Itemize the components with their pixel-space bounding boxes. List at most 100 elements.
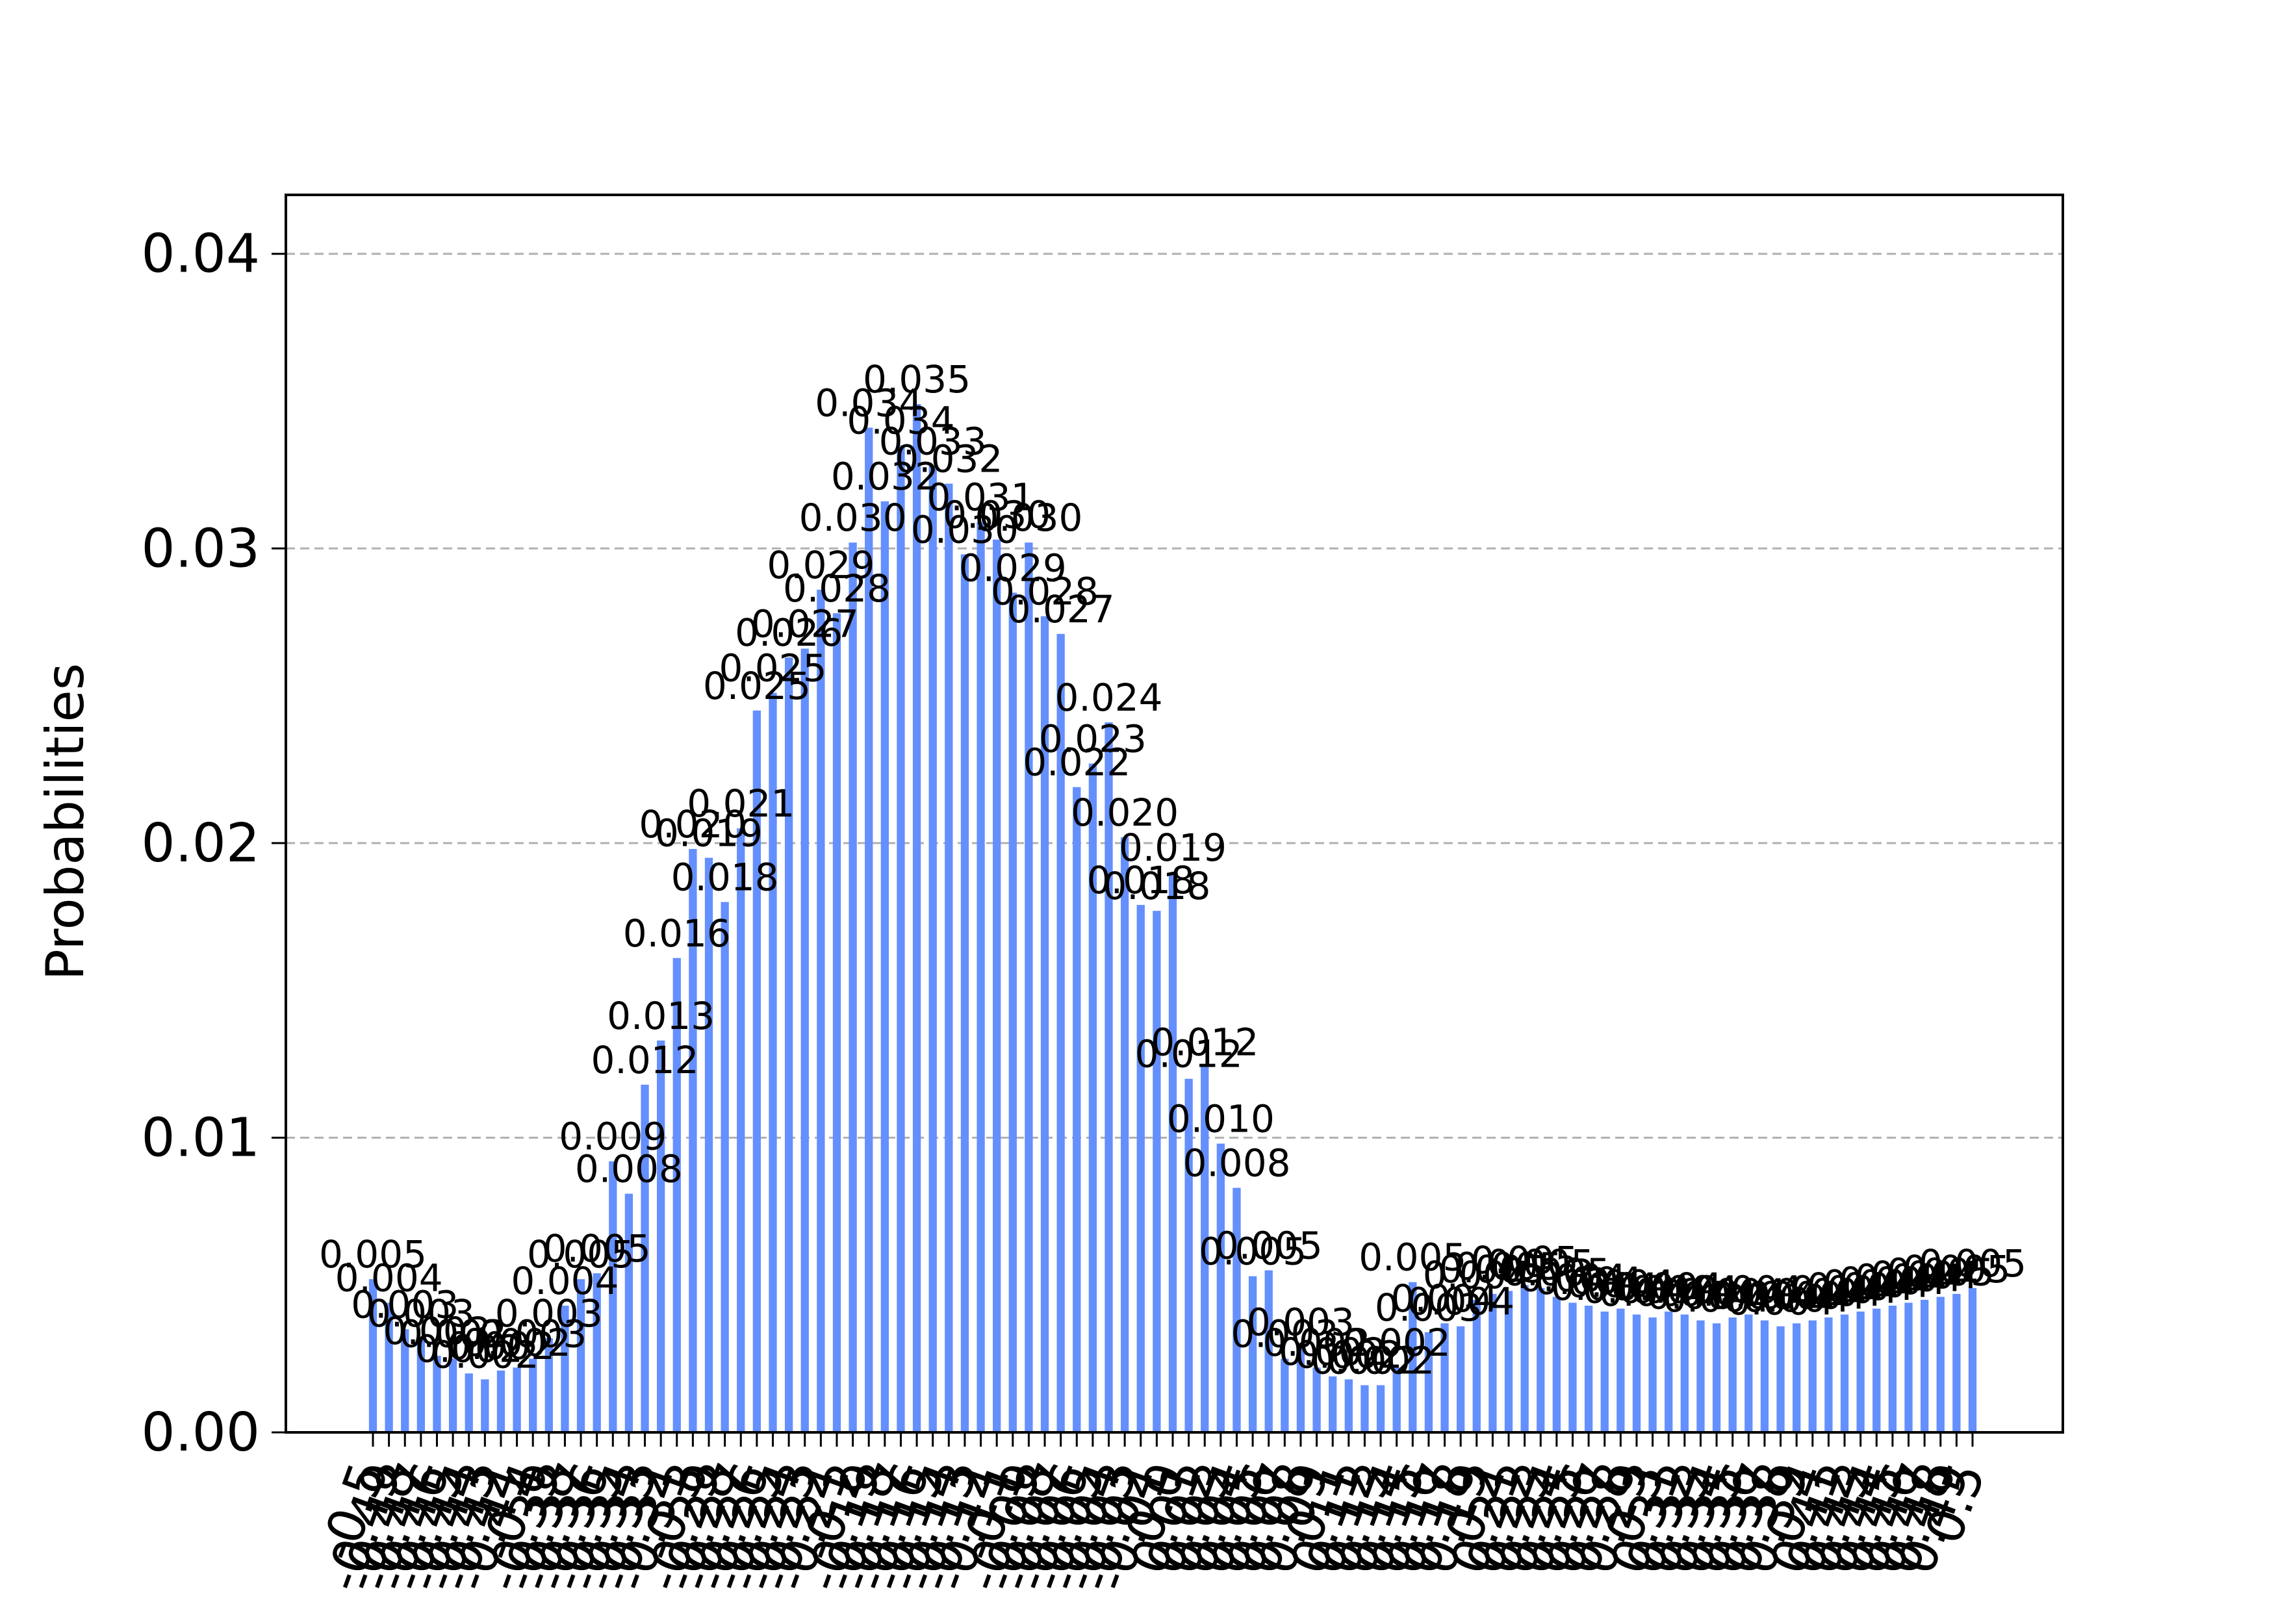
bar-value-label: 0.022	[1023, 741, 1131, 785]
bar-value-label: 0.004	[1854, 1256, 1962, 1300]
bar	[1392, 1367, 1401, 1432]
bar	[880, 501, 889, 1432]
y-tick-label: 0.00	[141, 1402, 260, 1464]
bar-value-label: 0.019	[1119, 826, 1227, 870]
bar-value-label: 0.030	[975, 496, 1082, 540]
bar	[721, 902, 729, 1432]
bar	[1680, 1314, 1689, 1432]
bar	[769, 692, 777, 1432]
bar	[1552, 1297, 1561, 1432]
bar-value-label: 0.004	[1535, 1259, 1642, 1303]
bar-value-label: 0.033	[879, 419, 987, 463]
bar-value-label: 0.020	[639, 802, 747, 846]
bar-value-label: 0.004	[1711, 1274, 1819, 1318]
bar	[1856, 1312, 1865, 1432]
bar	[593, 1273, 601, 1432]
bar	[945, 483, 953, 1432]
bar-value-label: 0.008	[1182, 1141, 1290, 1186]
bar	[1344, 1379, 1353, 1432]
bar-value-label: 0.027	[751, 602, 859, 646]
bar	[977, 522, 985, 1432]
bar-value-label: 0.005	[527, 1232, 635, 1276]
y-tick-label: 0.01	[141, 1107, 260, 1169]
bar	[1440, 1323, 1449, 1432]
bar-value-label: 0.004	[1407, 1280, 1514, 1324]
bar	[1824, 1317, 1833, 1432]
bar-value-label: 0.004	[1791, 1268, 1898, 1312]
bar	[1888, 1305, 1897, 1432]
bar	[1840, 1314, 1849, 1432]
bar-value-label: 0.005	[1919, 1241, 2026, 1286]
bar-value-label: 0.003	[383, 1309, 491, 1353]
bar-value-label: 0.002	[415, 1326, 523, 1371]
bar-value-label: 0.013	[607, 994, 715, 1038]
bar	[433, 1356, 441, 1432]
bar	[1312, 1367, 1321, 1432]
bar	[1008, 592, 1017, 1432]
bar	[1040, 616, 1049, 1432]
bar	[1025, 542, 1033, 1432]
bar	[1153, 911, 1161, 1432]
bar	[448, 1358, 457, 1432]
bar	[1712, 1323, 1721, 1432]
bar-value-label: 0.004	[1807, 1265, 1915, 1309]
bar-value-label: 0.028	[991, 570, 1099, 614]
bar	[1600, 1312, 1609, 1432]
bar-value-label: 0.003	[495, 1291, 603, 1336]
bar-value-label: 0.005	[1359, 1236, 1466, 1280]
bar-value-label: 0.018	[1087, 858, 1195, 902]
bar-value-label: 0.026	[735, 611, 843, 655]
bar-value-label: 0.003	[1375, 1286, 1483, 1330]
bar	[1329, 1376, 1337, 1432]
bar-value-label: 0.004	[1871, 1253, 1978, 1297]
bar-value-label: 0.004	[1839, 1259, 1947, 1303]
bar	[784, 657, 793, 1432]
bar-value-label: 0.012	[591, 1038, 699, 1082]
bar-value-label: 0.018	[1103, 864, 1210, 908]
bar-value-label: 0.004	[1615, 1265, 1722, 1309]
y-axis-ticks: 0.00 0.01 0.02 0.03 0.04	[141, 223, 286, 1464]
bar-value-label: 0.002	[1343, 1321, 1451, 1365]
bar	[609, 1161, 617, 1432]
bar-value-label: 0.005	[319, 1232, 427, 1276]
bar-value-label: 0.032	[895, 437, 1003, 481]
bar-value-label: 0.004	[511, 1259, 619, 1303]
bar	[1233, 1187, 1241, 1432]
bar-value-label: 0.002	[463, 1321, 571, 1365]
bar	[960, 554, 969, 1432]
bar-value-label: 0.009	[559, 1115, 667, 1159]
bar-value-label: 0.029	[959, 546, 1067, 590]
bar-value-label: 0.005	[1887, 1250, 1995, 1294]
bar	[1056, 633, 1065, 1432]
bar-value-label: 0.005	[543, 1226, 651, 1271]
bar-value-label: 0.003	[479, 1312, 587, 1356]
bar	[1648, 1317, 1657, 1432]
bar	[1296, 1347, 1305, 1432]
bar	[1457, 1326, 1465, 1432]
bar-value-label: 0.005	[1471, 1238, 1579, 1282]
bar	[1776, 1326, 1785, 1432]
bar-value-label: 0.003	[367, 1291, 475, 1336]
bar	[817, 589, 825, 1433]
bar-value-label: 0.004	[1759, 1274, 1867, 1318]
bar	[1904, 1302, 1913, 1432]
bar	[1424, 1332, 1433, 1432]
bar	[544, 1338, 553, 1432]
bar	[704, 857, 713, 1432]
bar	[1088, 763, 1097, 1432]
bar	[1120, 837, 1129, 1432]
bar	[1281, 1358, 1289, 1432]
bar-value-label: 0.005	[1199, 1230, 1307, 1274]
bar-value-label: 0.002	[431, 1332, 539, 1377]
bar-value-labels: 0.0050.0040.0030.0030.0030.0020.0020.002…	[319, 357, 2026, 1382]
bar	[529, 1358, 537, 1432]
bar	[752, 710, 761, 1432]
bar	[1665, 1312, 1673, 1432]
bar	[1936, 1297, 1945, 1432]
bar	[1472, 1299, 1481, 1432]
bar-value-label: 0.004	[1583, 1268, 1691, 1312]
bar-value-label: 0.004	[1694, 1268, 1802, 1312]
bar	[1584, 1305, 1593, 1432]
bar-value-label: 0.005	[1902, 1247, 2010, 1291]
bar	[1568, 1302, 1577, 1432]
